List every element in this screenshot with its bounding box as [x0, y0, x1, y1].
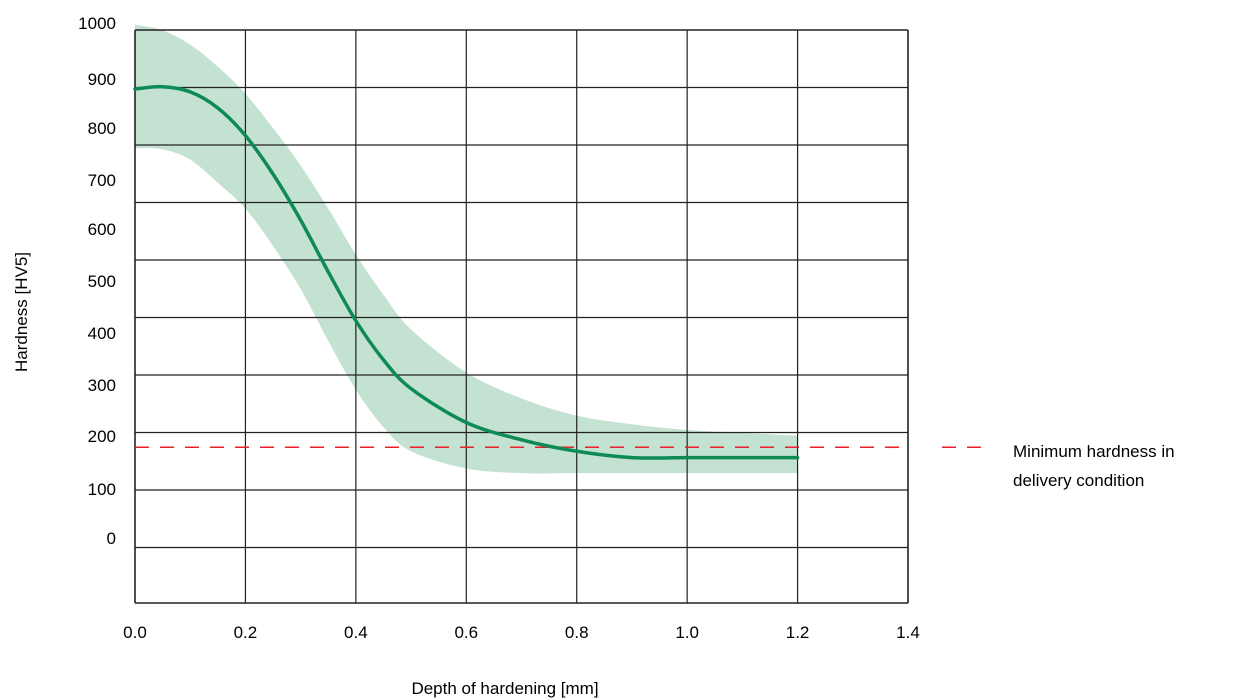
y-tick-label: 200 — [88, 427, 116, 446]
y-tick-label: 100 — [88, 480, 116, 499]
x-tick-label: 1.4 — [896, 623, 920, 642]
y-tick-label: 600 — [88, 220, 116, 239]
y-tick-label: 800 — [88, 119, 116, 138]
legend-label-line-2: delivery condition — [1013, 471, 1144, 490]
x-tick-label: 1.2 — [786, 623, 810, 642]
x-tick-labels: 0.0 0.2 0.4 0.6 0.8 1.0 1.2 1.4 — [123, 623, 920, 642]
x-tick-label: 1.0 — [675, 623, 699, 642]
y-tick-label: 900 — [88, 70, 116, 89]
x-axis-label: Depth of hardening [mm] — [411, 679, 598, 698]
x-tick-label: 0.4 — [344, 623, 368, 642]
y-tick-label: 0 — [107, 529, 116, 548]
y-tick-label: 500 — [88, 272, 116, 291]
legend-label-line-1: Minimum hardness in — [1013, 442, 1175, 461]
y-tick-label: 400 — [88, 324, 116, 343]
y-tick-label: 1000 — [78, 14, 116, 33]
y-axis-label: Hardness [HV5] — [12, 252, 31, 372]
x-tick-label: 0.2 — [234, 623, 258, 642]
x-tick-label: 0.6 — [454, 623, 478, 642]
x-tick-label: 0.8 — [565, 623, 589, 642]
grid — [134, 29, 909, 604]
x-tick-label: 0.0 — [123, 623, 147, 642]
y-tick-label: 300 — [88, 376, 116, 395]
hardness-curve — [133, 84, 800, 460]
y-tick-label: 700 — [88, 171, 116, 190]
